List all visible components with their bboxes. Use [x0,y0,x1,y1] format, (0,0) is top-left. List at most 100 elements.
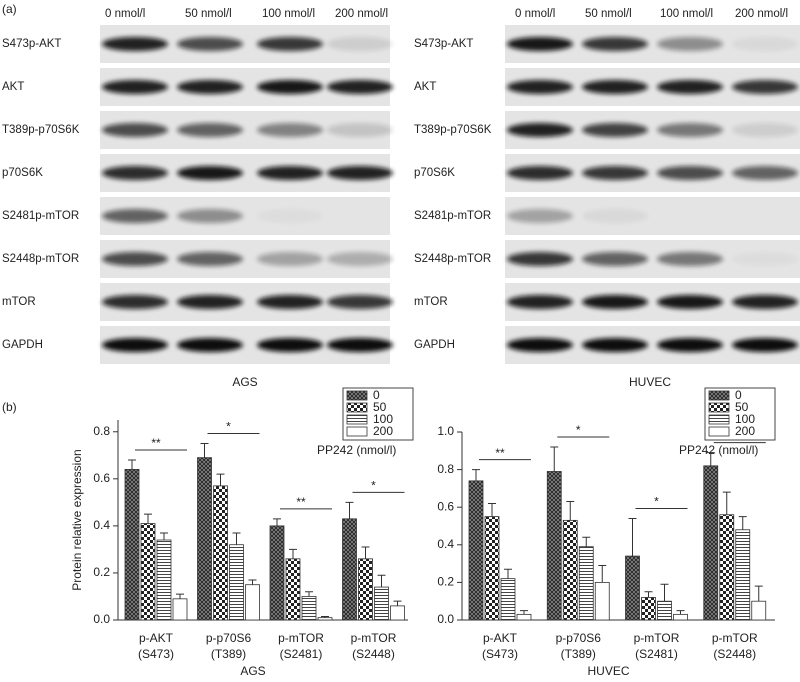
blot-band [507,37,573,51]
bar [735,529,751,621]
error-bar [232,532,241,545]
error-bar [738,516,747,530]
blot-band [327,252,393,266]
error-bar [361,546,370,559]
significance-label: * [226,420,231,434]
blot-band [657,37,723,51]
error-bar [566,501,575,521]
blot-band [582,295,648,309]
blot-band [507,295,573,309]
lane-label: 0 nmol/l [515,8,555,20]
x-tick-label: p-p70S6 [556,631,602,645]
bar [172,598,188,621]
blot-band [102,37,168,51]
blot-band [657,338,723,352]
error-bar [628,517,637,557]
protein-label: S2448p-mTOR [414,253,491,265]
bar [578,546,594,621]
x-tick-label: p-mTOR [712,631,758,645]
protein-label: p70S6K [2,167,43,179]
bar [719,514,735,621]
legend-swatch [346,426,368,437]
blot-band [582,123,648,137]
y-axis-label: Protein relative expression [70,449,84,590]
blot-band [257,338,323,352]
legend-swatch [708,402,730,413]
legend-swatch [708,414,730,425]
x-tick-label: (S2481) [635,647,678,661]
y-tick-label: 0.4 [437,537,454,551]
blot-band [507,252,573,266]
blot-band [177,166,243,180]
bar [546,471,562,621]
bar [245,584,260,621]
error-bar [377,574,386,588]
error-bar [754,585,763,602]
blot-band [732,123,798,137]
blot-band [177,252,243,266]
bar [625,555,640,621]
blot-band [657,166,723,180]
error-bar [321,615,329,618]
blot-band [102,209,168,223]
blot-band [102,123,168,137]
blot-band [582,209,648,223]
blot-band [257,209,323,223]
panel-label: (a) [2,2,17,16]
y-tick-label: 0.8 [437,462,454,476]
blot-band [732,338,798,352]
lane-label: 100 nmol/l [660,8,713,20]
y-tick-label: 0.0 [437,612,454,626]
legend-label: 200 [373,424,393,438]
x-tick-label: (T389) [561,647,596,661]
x-tick-label: p-mTOR [634,631,680,645]
cell-line-label: AGS [232,375,257,389]
blot-band [177,80,243,94]
blot-band [257,80,323,94]
blot-band [177,338,243,352]
error-bar [273,518,281,526]
blot-band [582,338,648,352]
bar [140,523,156,621]
blot-band [582,37,648,51]
bar [594,582,610,621]
lane-label: 200 nmol/l [735,8,788,20]
blot-band [177,295,243,309]
error-bar [200,443,209,458]
protein-label: AKT [414,81,436,93]
blot-band [327,166,393,180]
blot-band [507,80,573,94]
legend-label: 50 [373,400,387,414]
blot-band [102,295,168,309]
blot-band [582,252,648,266]
legend-swatch [346,390,368,401]
blot-band [257,166,323,180]
significance-label: * [576,423,581,437]
bar [516,613,532,621]
x-tick-label: p-AKT [483,631,518,645]
blot-band [102,80,168,94]
blot-band [582,80,648,94]
error-bar [520,610,528,615]
legend-label: 0 [373,388,380,402]
blot-band [327,80,393,94]
y-tick-label: 1.0 [437,424,454,438]
blot-band [732,295,798,309]
bar [374,586,389,621]
blot-band [657,123,723,137]
legend-label: 50 [735,400,749,414]
error-bar [598,564,607,583]
bar [657,600,672,621]
bar [213,485,228,621]
protein-label: S473p-AKT [2,38,61,50]
legend-swatch [708,426,730,437]
error-bar [472,469,480,481]
legend-swatch [346,402,368,413]
panel-label: (b) [2,400,17,414]
bar [124,469,140,621]
bar [703,465,719,621]
bar [317,617,333,621]
y-tick-label: 0.8 [93,424,110,438]
lane-label: 50 nmol/l [585,8,632,20]
blot-band [507,209,573,223]
